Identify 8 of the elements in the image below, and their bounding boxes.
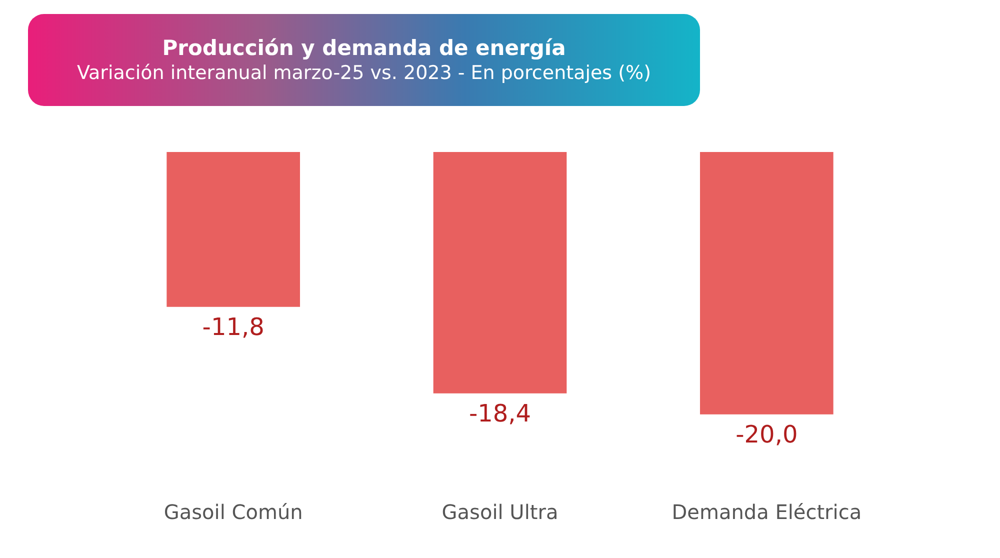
data-label: -20,0 (736, 420, 798, 449)
chart-subtitle: Variación interanual marzo-25 vs. 2023 - En porcentajes (%) (76, 62, 652, 84)
data-label: -18,4 (468, 400, 532, 428)
chart-title: Producción y demanda de energía (161, 36, 567, 60)
x-tick-label: Gasoil Común (164, 500, 303, 524)
x-tick-label: Demanda Eléctrica (672, 500, 862, 524)
data-label: -11,8 (202, 313, 264, 342)
x-tick-label: Gasoil Ultra (442, 500, 558, 524)
